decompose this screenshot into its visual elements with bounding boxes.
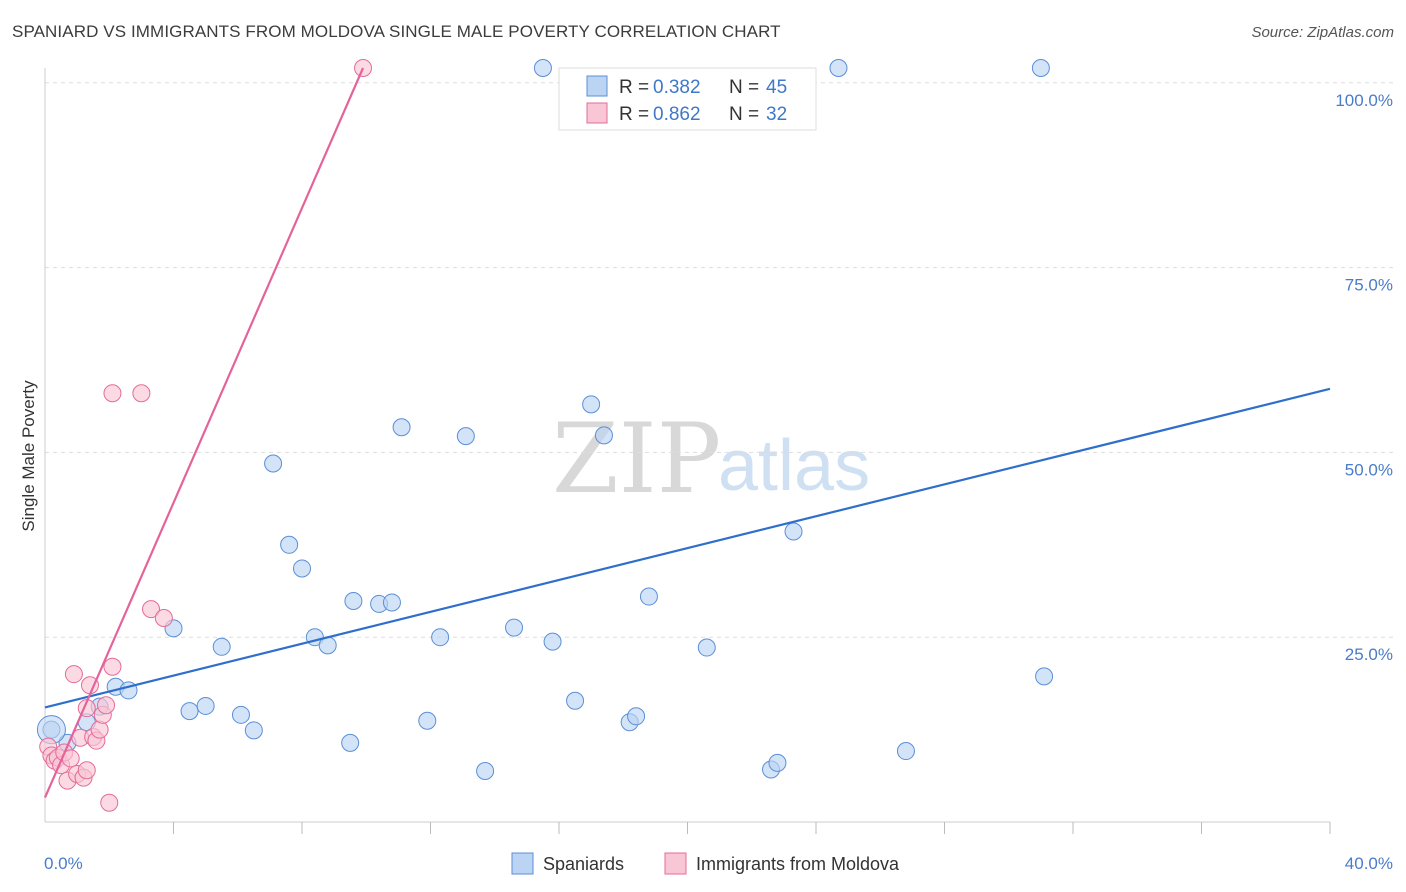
spaniards-point-30	[582, 395, 601, 414]
spaniards-point-41	[1031, 59, 1050, 77]
y-tick-label-1: 50.0%	[1345, 460, 1393, 479]
spaniards-point-10	[231, 705, 250, 724]
legend-n-value-2: 32	[766, 104, 787, 125]
spaniards-point-35	[697, 638, 716, 657]
spaniards-point-23	[431, 628, 450, 647]
spaniards-point-22	[418, 711, 437, 730]
x-tick-label-min: 0.0%	[44, 854, 83, 873]
bottom-legend-label-spaniards: Spaniards	[543, 854, 624, 874]
spaniards-point-25	[476, 761, 495, 780]
spaniards-point-33	[627, 707, 646, 726]
spaniards-point-21	[392, 418, 411, 437]
spaniards-point-14	[293, 559, 311, 578]
spaniards-point-18	[344, 591, 363, 610]
moldova-point-25	[154, 608, 173, 627]
moldova-point-8	[64, 665, 83, 684]
spaniards-point-24	[456, 427, 475, 446]
legend-r-value-2: 0.862	[653, 104, 701, 125]
legend-n-value-1: 45	[766, 77, 787, 98]
spaniards-point-13	[280, 535, 299, 554]
spaniards-point-38	[784, 522, 803, 541]
legend-swatch-moldova	[586, 102, 608, 124]
spaniards-point-31	[594, 426, 613, 445]
spaniards-point-39	[829, 59, 848, 77]
spaniards-point-26	[505, 618, 524, 637]
moldova-point-20	[100, 793, 119, 812]
bottom-legend-swatch-moldova	[664, 852, 687, 875]
chart-source: Source: ZipAtlas.com	[1251, 24, 1394, 41]
bottom-legend-swatch-spaniards	[511, 852, 534, 875]
legend-r-value-1: 0.382	[653, 77, 701, 98]
y-tick-label-3: 100.0%	[1335, 91, 1393, 110]
watermark-zip: ZIP	[552, 403, 721, 515]
spaniards-point-20	[382, 593, 401, 612]
moldova-point-21	[103, 657, 122, 676]
spaniards-point-34	[639, 587, 658, 606]
legend-r-label-2: R =	[619, 104, 649, 125]
y-tick-labels: 25.0% 50.0% 75.0% 100.0%	[1335, 91, 1393, 664]
spaniards-point-29	[566, 691, 585, 710]
spaniards-point-37	[768, 753, 787, 772]
legend-r-label-1: R =	[619, 77, 649, 98]
moldova-points	[39, 59, 373, 812]
spaniards-point-7	[180, 702, 199, 721]
moldova-point-13	[77, 761, 96, 780]
spaniards-points	[36, 59, 1054, 780]
x-tick-label-max: 40.0%	[1345, 854, 1393, 873]
legend-n-label-1: N =	[729, 77, 759, 98]
y-tick-label-2: 75.0%	[1345, 276, 1393, 295]
x-ticks	[173, 822, 1331, 834]
spaniards-point-27	[533, 59, 552, 77]
moldova-point-23	[132, 384, 151, 403]
spaniards-point-9	[212, 637, 231, 656]
spaniards-point-11	[244, 721, 263, 740]
spaniards-point-42	[1035, 667, 1054, 686]
legend-swatch-spaniards	[586, 75, 608, 97]
trendlines	[43, 67, 1331, 799]
legend-n-label-2: N =	[729, 104, 759, 125]
bottom-legend-label-moldova: Immigrants from Moldova	[696, 854, 900, 874]
watermark-atlas: atlas	[718, 426, 870, 506]
spaniards-point-28	[543, 632, 562, 651]
y-tick-label-0: 25.0%	[1345, 645, 1393, 664]
spaniards-point-40	[896, 742, 915, 761]
moldova-point-22	[103, 384, 122, 403]
spaniards-point-8	[196, 696, 215, 715]
y-axis-label: Single Male Poverty	[19, 380, 38, 532]
chart-title: SPANIARD VS IMMIGRANTS FROM MOLDOVA SING…	[12, 22, 781, 41]
spaniards-trendline	[44, 387, 1331, 709]
correlation-legend: R = 0.382 N = 45 R = 0.862 N = 32	[558, 67, 817, 131]
spaniards-point-17	[341, 733, 360, 752]
series-legend: Spaniards Immigrants from Moldova	[511, 852, 900, 875]
moldova-point-24	[142, 600, 161, 619]
moldova-trendline	[43, 67, 365, 799]
spaniards-point-12	[264, 454, 283, 473]
moldova-point-19	[97, 696, 116, 715]
moldova-point-17	[90, 720, 109, 739]
grid	[45, 82, 1393, 638]
